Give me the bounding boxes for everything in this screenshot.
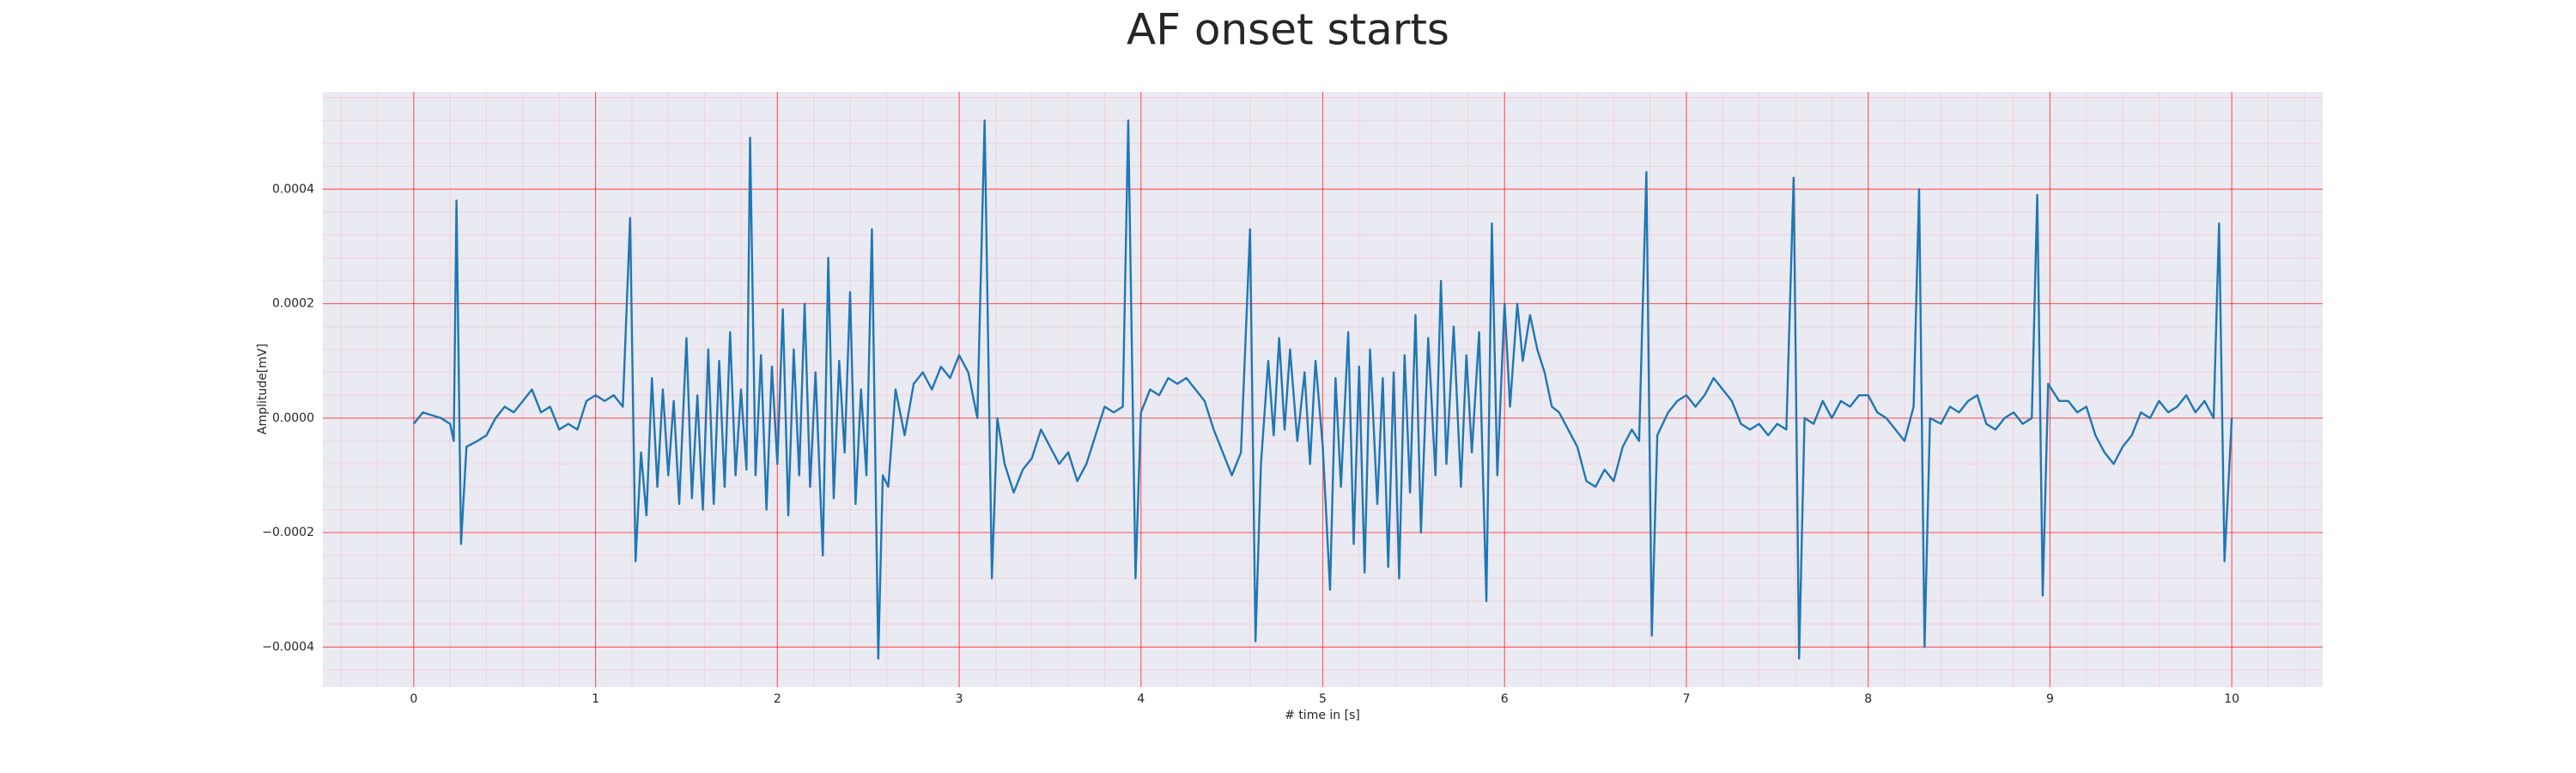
x-axis-label: # time in [s] xyxy=(1285,709,1360,722)
signal-line xyxy=(412,119,2233,660)
chart-title: AF onset starts xyxy=(1127,5,1449,55)
x-tick-label: 10 xyxy=(2224,692,2239,706)
y-tick-label: 0.0000 xyxy=(272,411,314,425)
y-tick-label: 0.0002 xyxy=(272,297,314,311)
x-tick-label: 5 xyxy=(1319,692,1327,706)
x-tick-label: 2 xyxy=(774,692,781,706)
y-tick-label: −0.0004 xyxy=(262,640,314,654)
y-tick-label: −0.0002 xyxy=(262,526,314,539)
x-tick-label: 1 xyxy=(592,692,599,706)
x-tick-label: 6 xyxy=(1501,692,1509,706)
x-tick-label: 4 xyxy=(1137,692,1145,706)
x-tick-label: 7 xyxy=(1682,692,1690,706)
x-tick-label: 0 xyxy=(410,692,417,706)
x-tick-label: 8 xyxy=(1864,692,1872,706)
y-axis-label: Amplitude[mV] xyxy=(256,344,270,435)
x-tick-label: 9 xyxy=(2046,692,2054,706)
x-tick-label: 3 xyxy=(956,692,963,706)
y-tick-label: 0.0004 xyxy=(272,182,314,196)
